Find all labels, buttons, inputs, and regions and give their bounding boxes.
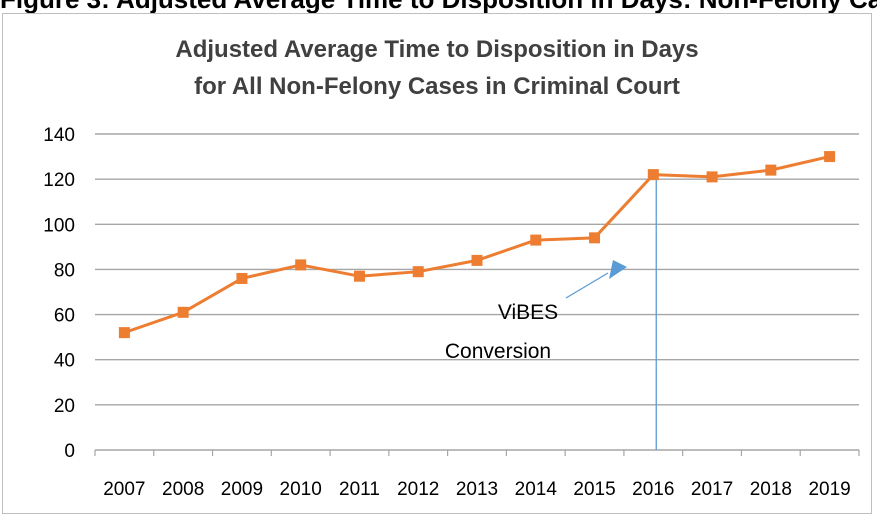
annotation-label-line-2: Conversion: [445, 340, 551, 363]
series: [118, 151, 836, 339]
y-axis: 0 20 40 60 80 100 120 140: [43, 125, 75, 462]
x-tick-label: 2017: [691, 479, 733, 500]
chart-title: Adjusted Average Time to Disposition in …: [175, 36, 698, 100]
series-line: [123, 155, 830, 335]
y-tick-label: 80: [54, 260, 75, 281]
data-point-marker: [589, 232, 601, 244]
x-tick-label: 2018: [750, 479, 792, 500]
y-tick-label: 140: [43, 125, 75, 146]
x-tick-label: 2013: [456, 479, 498, 500]
data-point-marker: [765, 164, 777, 176]
y-tick-label: 0: [64, 441, 75, 462]
chart-title-line-1: Adjusted Average Time to Disposition in …: [175, 36, 698, 63]
data-point-marker: [353, 270, 365, 282]
vibes-annotation: ViBES Conversion: [445, 178, 657, 450]
x-tick-label: 2012: [397, 479, 439, 500]
data-point-marker: [530, 234, 542, 246]
annotation-arrow-shaft: [565, 272, 609, 299]
gridlines: [95, 133, 859, 406]
line-chart: Adjusted Average Time to Disposition in …: [43, 36, 860, 500]
data-point-marker: [824, 151, 836, 163]
data-point-marker: [706, 171, 718, 183]
data-point-marker: [471, 254, 483, 266]
x-tick-label: 2011: [339, 479, 380, 500]
annotation-label-line-1: ViBES: [498, 301, 558, 324]
y-tick-label: 60: [54, 306, 75, 327]
chart-area: Adjusted Average Time to Disposition in …: [2, 13, 872, 514]
data-point-marker: [647, 169, 659, 181]
x-tick-label: 2007: [103, 479, 145, 500]
x-tick-label: 2009: [221, 479, 263, 500]
x-tick-label: 2014: [515, 479, 558, 500]
x-axis: 2007 2008 2009 2010 2011 2012 2013 2014 2015 2016…: [94, 449, 860, 500]
y-tick-label: 100: [43, 215, 75, 236]
data-point-marker: [177, 306, 189, 318]
figure-caption: Figure 3: Adjusted Average Time to Dispo…: [0, 0, 877, 13]
x-tick-label: 2016: [632, 479, 674, 500]
y-tick-label: 20: [54, 396, 75, 417]
x-tick-label: 2010: [280, 479, 322, 500]
y-tick-label: 40: [54, 351, 75, 372]
x-tick-label: 2015: [573, 479, 615, 500]
data-point-marker: [412, 266, 424, 278]
data-point-marker: [118, 327, 130, 339]
chart-title-line-2: for All Non-Felony Cases in Criminal Cou…: [194, 73, 680, 100]
y-tick-label: 120: [43, 170, 75, 191]
x-tick-label: 2019: [808, 479, 850, 500]
data-point-marker: [236, 272, 248, 284]
x-tick-label: 2008: [162, 479, 204, 500]
annotation-arrow-head: [609, 260, 627, 279]
data-point-marker: [295, 259, 307, 271]
